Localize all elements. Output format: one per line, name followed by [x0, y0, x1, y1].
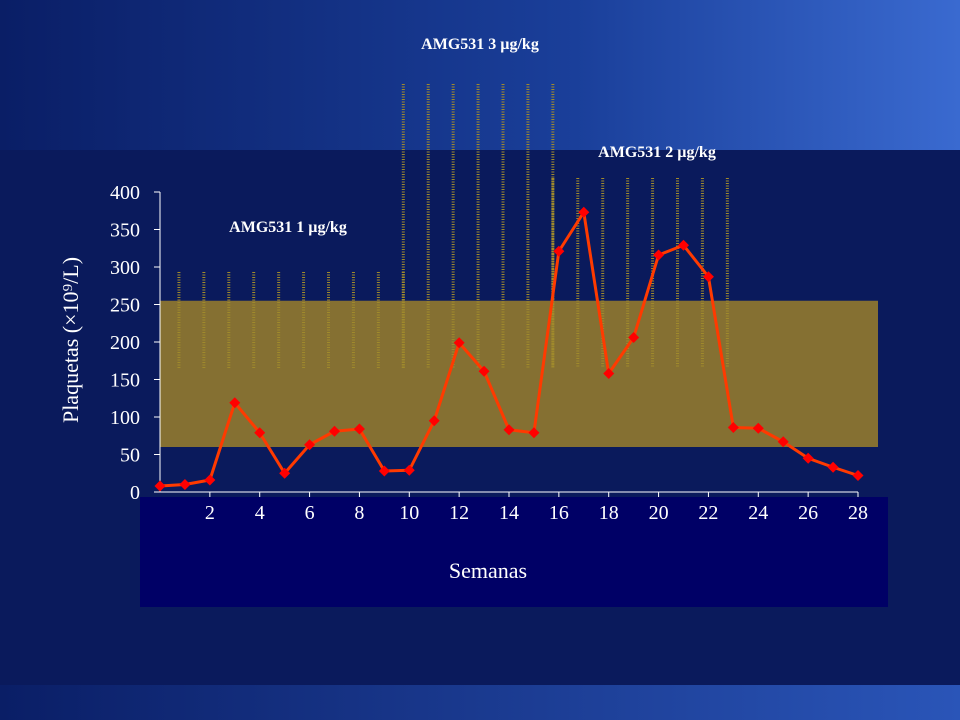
- data-point: [378, 465, 390, 477]
- normal-range-band: [160, 300, 878, 447]
- y-tick-label: 150: [110, 370, 140, 392]
- data-point: [827, 461, 839, 473]
- y-axis-title: Plaquetas (×10⁹/L): [58, 257, 83, 423]
- data-point: [603, 368, 615, 379]
- data-point: [503, 424, 515, 436]
- data-point: [154, 480, 166, 492]
- data-point: [628, 332, 640, 343]
- data-point: [653, 249, 665, 261]
- data-point: [403, 464, 415, 476]
- data-point: [752, 422, 764, 434]
- x-axis-title: Semanas: [449, 558, 527, 583]
- y-tick-label: 400: [110, 182, 140, 204]
- data-point: [702, 271, 714, 283]
- x-tick-label: 28: [848, 502, 868, 524]
- data-point: [453, 337, 465, 349]
- data-point: [304, 439, 316, 451]
- data-point: [204, 474, 216, 486]
- dose-label: AMG531 3 µg/kg: [421, 36, 539, 53]
- y-tick-label: 200: [110, 332, 140, 354]
- x-tick-label: 10: [399, 502, 419, 524]
- x-tick-label: 26: [798, 502, 818, 524]
- data-point: [777, 436, 789, 448]
- x-tick-label: 24: [748, 502, 768, 524]
- dose-label: AMG531 2 µg/kg: [598, 144, 716, 161]
- x-tick-label: 8: [354, 502, 364, 524]
- header-band: [0, 0, 960, 150]
- y-tick-label: 0: [130, 482, 140, 504]
- x-tick-label: 12: [449, 502, 469, 524]
- data-point: [428, 415, 440, 427]
- footer-band: [0, 685, 960, 720]
- x-axis-panel: [140, 497, 888, 607]
- data-point: [528, 427, 540, 439]
- data-point: [254, 427, 266, 439]
- x-tick-label: 16: [549, 502, 569, 524]
- data-point: [852, 470, 864, 481]
- data-point: [229, 397, 241, 409]
- data-point: [678, 239, 689, 251]
- dose-label: AMG531 1 µg/kg: [229, 219, 347, 236]
- x-tick-label: 2: [205, 502, 215, 524]
- data-point: [553, 245, 565, 257]
- x-tick-label: 18: [599, 502, 619, 524]
- data-point: [329, 425, 340, 437]
- x-tick-label: 14: [499, 502, 519, 524]
- data-point: [179, 479, 191, 490]
- data-point: [727, 422, 739, 433]
- data-point: [802, 452, 814, 464]
- y-tick-label: 50: [120, 445, 140, 467]
- data-point: [279, 467, 291, 479]
- y-tick-label: 250: [110, 295, 140, 317]
- data-point: [353, 423, 365, 435]
- x-tick-label: 20: [649, 502, 669, 524]
- data-point: [578, 206, 590, 218]
- data-point: [478, 365, 490, 377]
- x-tick-label: 22: [698, 502, 718, 524]
- y-tick-label: 350: [110, 220, 140, 242]
- x-tick-label: 4: [255, 502, 265, 524]
- y-tick-label: 100: [110, 407, 140, 429]
- y-tick-label: 300: [110, 257, 140, 279]
- x-tick-label: 6: [305, 502, 315, 524]
